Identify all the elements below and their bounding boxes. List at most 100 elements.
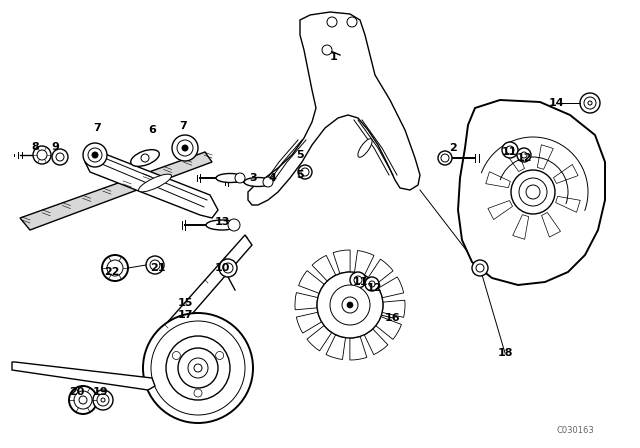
Circle shape [102,255,128,281]
Wedge shape [298,271,324,293]
Circle shape [216,352,223,359]
Circle shape [298,165,312,179]
Text: 19: 19 [92,387,108,397]
Polygon shape [12,362,155,390]
Circle shape [322,45,332,55]
Text: 17: 17 [177,310,193,320]
Polygon shape [554,164,578,183]
Circle shape [347,17,357,27]
Circle shape [33,146,51,164]
Ellipse shape [358,139,372,157]
Circle shape [37,150,47,160]
Polygon shape [165,235,252,337]
Circle shape [517,148,531,162]
Circle shape [150,260,160,270]
Circle shape [526,185,540,199]
Circle shape [511,170,555,214]
Text: 6: 6 [148,125,156,135]
Circle shape [263,177,273,187]
Text: 9: 9 [51,142,59,152]
Ellipse shape [244,177,272,186]
Circle shape [166,336,230,400]
Circle shape [194,389,202,397]
Text: 11: 11 [501,147,516,157]
Circle shape [342,297,358,313]
Circle shape [194,364,202,372]
Circle shape [52,149,68,165]
Circle shape [502,142,518,158]
Circle shape [107,260,123,276]
Circle shape [172,352,180,359]
Circle shape [350,272,366,288]
Text: 15: 15 [177,298,193,308]
Circle shape [438,151,452,165]
Circle shape [235,173,245,183]
Polygon shape [538,145,554,169]
Text: 12: 12 [516,153,532,163]
Wedge shape [364,329,388,355]
Circle shape [476,264,484,272]
Circle shape [584,97,596,109]
Text: 5: 5 [296,170,304,180]
Wedge shape [376,317,401,340]
Circle shape [143,313,253,423]
Circle shape [188,358,208,378]
Circle shape [519,178,547,206]
Polygon shape [506,147,524,172]
Text: 12: 12 [366,283,381,293]
Polygon shape [513,215,529,239]
Text: 7: 7 [179,121,187,131]
Wedge shape [368,259,393,284]
Polygon shape [458,100,605,285]
Circle shape [83,143,107,167]
Circle shape [172,135,198,161]
Circle shape [101,398,105,402]
Circle shape [223,263,233,273]
Circle shape [354,276,362,284]
Text: 1: 1 [330,52,338,62]
Circle shape [365,277,379,291]
Text: 20: 20 [69,387,84,397]
Wedge shape [307,326,332,351]
Circle shape [521,152,527,158]
Circle shape [347,302,353,308]
Circle shape [327,17,337,27]
Text: 5: 5 [296,150,304,160]
Wedge shape [378,277,404,298]
Text: 4: 4 [268,173,276,183]
Circle shape [88,148,102,162]
Wedge shape [333,250,350,274]
Polygon shape [20,152,212,230]
Text: 18: 18 [497,348,513,358]
Circle shape [330,285,370,325]
Wedge shape [382,300,405,317]
Circle shape [182,145,188,151]
Circle shape [178,348,218,388]
Circle shape [93,390,113,410]
Circle shape [588,101,592,105]
Text: C030163: C030163 [556,426,594,435]
Polygon shape [556,196,580,212]
Circle shape [56,153,64,161]
Wedge shape [355,250,374,276]
Text: 22: 22 [104,267,120,277]
Circle shape [441,154,449,162]
Circle shape [369,281,375,287]
Circle shape [228,219,240,231]
Circle shape [301,168,309,176]
Text: 2: 2 [449,143,457,153]
Polygon shape [486,172,510,188]
Polygon shape [248,12,420,205]
Text: 7: 7 [93,123,101,133]
Polygon shape [85,152,218,218]
Circle shape [472,260,488,276]
Text: 21: 21 [150,263,166,273]
Circle shape [219,259,237,277]
Wedge shape [312,255,336,281]
Text: 11: 11 [352,277,368,287]
Text: 8: 8 [31,142,39,152]
Wedge shape [326,335,346,359]
Ellipse shape [138,174,172,192]
Circle shape [146,256,164,274]
Polygon shape [541,212,561,237]
